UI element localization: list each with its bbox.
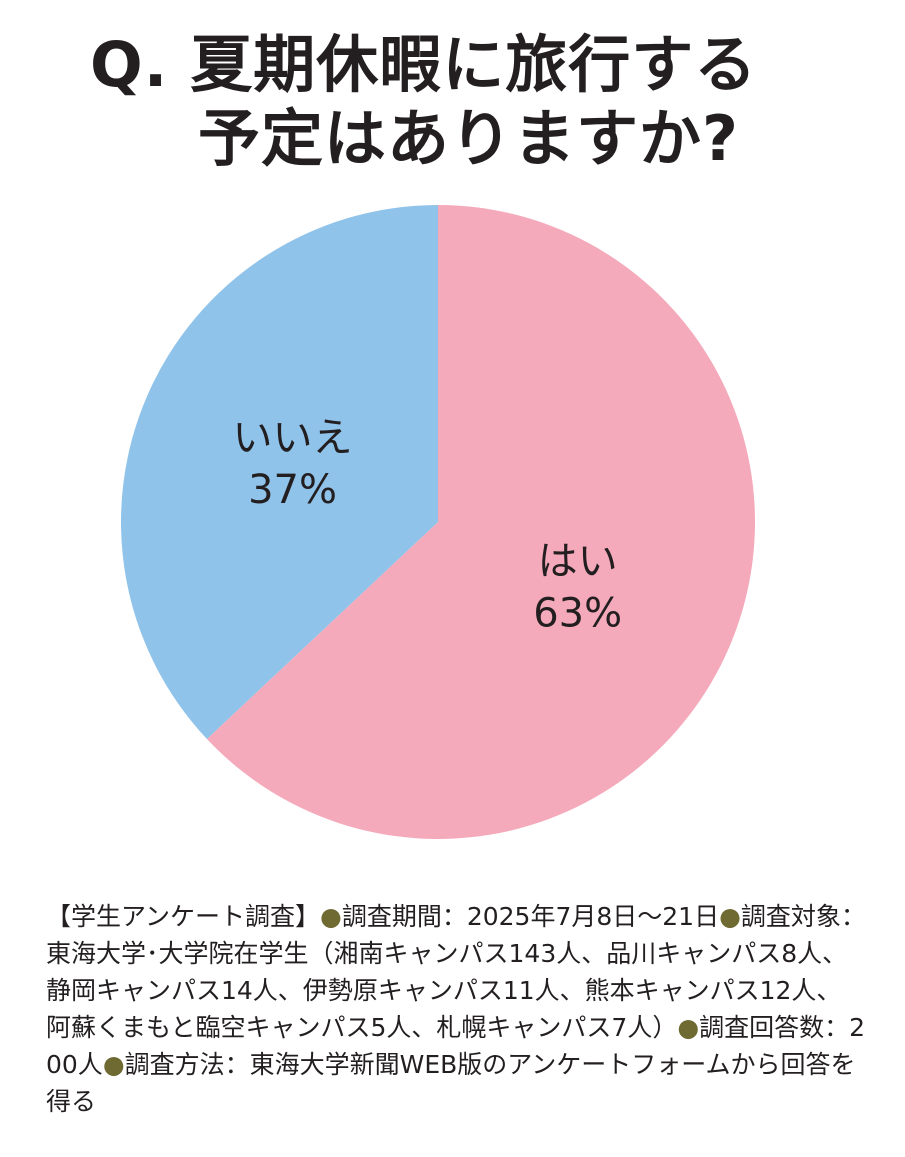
slice-value-label: 37% (248, 467, 337, 513)
pie-slice-no (121, 205, 439, 740)
bullet-icon: ● (102, 1050, 125, 1079)
footnote-segment: 調査対象：東海大学･大学院在学生（湘南キャンパス143人、品川キャンパス8人、静… (46, 902, 866, 1042)
bullet-icon: ● (320, 902, 342, 931)
bullet-icon: ● (677, 1013, 700, 1042)
footnote-segment: 調査方法：東海大学新聞WEB版のアンケートフォームから回答を得る (46, 1050, 856, 1116)
survey-footnote: 【学生アンケート調査】●調査期間：2025年7月8日～21日●調査対象：東海大学… (46, 898, 866, 1120)
footnote-segment: 【学生アンケート調査】 (46, 902, 321, 931)
slice-label: いいえ (233, 415, 353, 461)
footnote-segment: 調査期間：2025年7月8日～21日 (341, 902, 720, 931)
pie-slice-yes (206, 205, 756, 839)
pie-chart: はい 63% いいえ 37% (0, 180, 905, 880)
slice-value-label: 63% (533, 590, 622, 636)
title-prefix: Q. (90, 28, 169, 101)
title-line-1: Q. 夏期休暇に旅行する (90, 28, 870, 102)
footnote-segment: 調査回答数：200人 (46, 1013, 866, 1079)
chart-title: Q. 夏期休暇に旅行する 予定はありますか? (90, 28, 870, 176)
title-line-2: 予定はありますか? (198, 102, 739, 175)
bullet-icon: ● (719, 902, 741, 931)
title-text-1: 夏期休暇に旅行する (190, 28, 758, 101)
pie-svg: はい 63% いいえ 37% (121, 205, 756, 839)
slice-label: はい (538, 538, 618, 584)
